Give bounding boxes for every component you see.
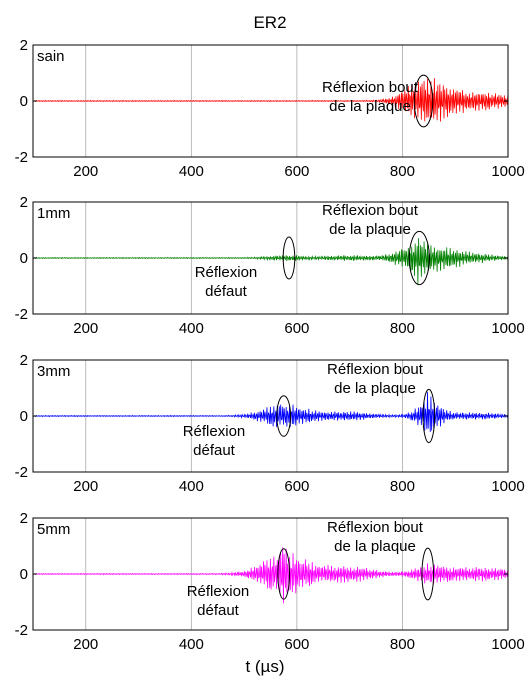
- x-tick-label: 600: [284, 163, 309, 180]
- waveform-5mm: [32, 547, 509, 604]
- x-tick-label: 600: [284, 320, 309, 337]
- x-tick-label: 200: [73, 320, 98, 337]
- annotation-text: défaut: [197, 602, 240, 619]
- figure-title: ER2: [253, 13, 286, 32]
- panel-1mm: -2 0 2 200 400 600 800 1000 1mm Réflexion défaut Ré…: [15, 194, 525, 337]
- annotation-text: de la plaque: [334, 538, 416, 555]
- annotation-ellipse: [422, 388, 436, 444]
- x-tick-label: 800: [390, 320, 415, 337]
- x-tick-label: 1000: [491, 320, 524, 337]
- panel-label: 1mm: [37, 205, 70, 222]
- y-tick-label: 2: [20, 352, 28, 369]
- annotation-ellipse: [282, 236, 296, 280]
- annotation-text: Réflexion: [187, 583, 250, 600]
- y-tick-label: 0: [20, 566, 28, 583]
- y-tick-label: -2: [15, 622, 28, 639]
- y-tick-label: 0: [20, 408, 28, 425]
- annotation-text: de la plaque: [334, 380, 416, 397]
- panel-label: sain: [37, 48, 65, 65]
- annotation-text: défaut: [205, 283, 248, 300]
- y-tick-label: 2: [20, 194, 28, 211]
- annotation-text: Réflexion bout: [327, 361, 424, 378]
- annotation-text: de la plaque: [329, 98, 411, 115]
- annotation-text: Réflexion: [183, 423, 246, 440]
- annotation-text: défaut: [193, 442, 236, 459]
- x-tick-label: 1000: [491, 636, 524, 653]
- annotation-ellipse: [421, 547, 435, 601]
- x-tick-label: 1000: [491, 478, 524, 495]
- annotation-text: Réflexion bout: [322, 79, 419, 96]
- panel-5mm: -2 0 2 200 400 600 800 1000 5mm Réflexion défaut Ré…: [15, 510, 525, 653]
- x-tick-label: 400: [179, 320, 204, 337]
- panel-label: 3mm: [37, 363, 70, 380]
- y-tick-label: 2: [20, 37, 28, 54]
- annotation-ellipse: [413, 74, 434, 128]
- waveform-1mm: [32, 238, 509, 285]
- x-tick-label: 200: [73, 163, 98, 180]
- x-tick-label: 1000: [491, 163, 524, 180]
- panel-label: 5mm: [37, 521, 70, 538]
- y-tick-label: -2: [15, 464, 28, 481]
- annotation-ellipse: [276, 395, 292, 437]
- x-tick-label: 400: [179, 636, 204, 653]
- x-axis-label: t (µs): [245, 657, 284, 676]
- annotation-text: Réflexion bout: [322, 202, 419, 219]
- y-tick-label: -2: [15, 149, 28, 166]
- x-tick-label: 200: [73, 636, 98, 653]
- x-tick-label: 600: [284, 636, 309, 653]
- y-tick-label: 0: [20, 93, 28, 110]
- annotation-ellipse: [277, 548, 291, 600]
- x-tick-label: 800: [390, 636, 415, 653]
- panel-sain: -2 0 2 200 400 600 800 1000 sain Réflexion bout de…: [15, 37, 525, 180]
- panel-3mm: -2 0 2 200 400 600 800 1000 3mm Réflexion défaut Ré…: [15, 352, 525, 495]
- y-tick-label: -2: [15, 306, 28, 323]
- x-tick-label: 600: [284, 478, 309, 495]
- waveform-3mm: [32, 391, 509, 432]
- y-tick-label: 2: [20, 510, 28, 527]
- annotation-text: Réflexion: [195, 264, 258, 281]
- annotation-ellipse: [408, 230, 430, 286]
- x-tick-label: 200: [73, 478, 98, 495]
- x-tick-label: 400: [179, 163, 204, 180]
- annotation-text: Réflexion bout: [327, 519, 424, 536]
- x-tick-label: 400: [179, 478, 204, 495]
- waveform-sain: [32, 78, 509, 122]
- x-tick-label: 800: [390, 478, 415, 495]
- annotation-text: de la plaque: [329, 221, 411, 238]
- x-tick-label: 800: [390, 163, 415, 180]
- y-tick-label: 0: [20, 250, 28, 267]
